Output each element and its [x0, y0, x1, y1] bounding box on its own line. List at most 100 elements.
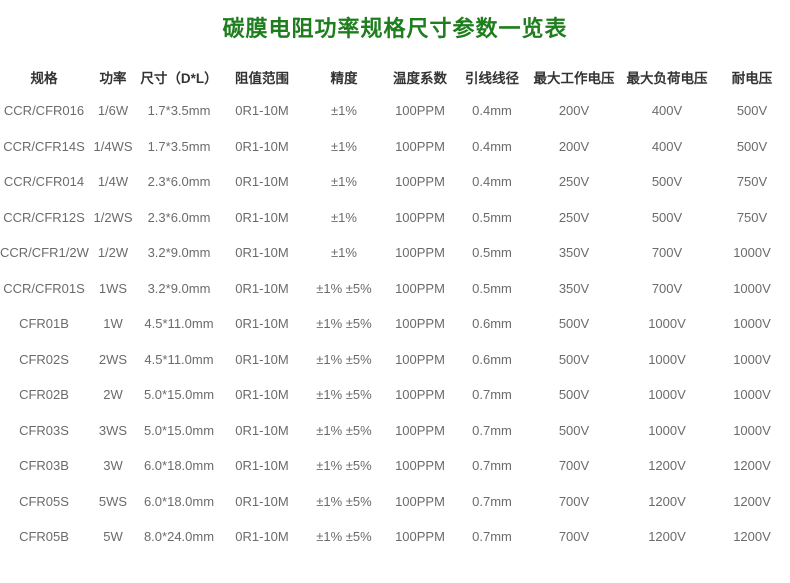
table-cell: 400V [651, 138, 683, 154]
table-cell: 0R1-10M [235, 138, 289, 154]
table-cell: 750V [736, 209, 768, 225]
column-header: 功率 [99, 71, 127, 86]
table-cell: 0.6mm [472, 351, 512, 367]
table-row: CCR/CFR01S 1WS 3.2*9.0mm 0R1-10M ±1% ±5% 100P… [0, 271, 790, 307]
table-cell: 100PPM [395, 387, 445, 403]
table-cell: 200V [558, 103, 590, 119]
table-cell: ±1% [331, 245, 357, 261]
table-cell: 2.3*6.0mm [147, 174, 211, 190]
table-cell: 1000V [733, 245, 771, 261]
table-cell: 3.2*9.0mm [147, 280, 211, 296]
table-cell: 100PPM [395, 209, 445, 225]
column-header: 阻值范围 [235, 71, 289, 86]
table-cell: 5.0*15.0mm [143, 422, 215, 438]
table-cell: 1W [103, 316, 123, 332]
table-cell: 0.4mm [472, 174, 512, 190]
table-cell: 200V [558, 138, 590, 154]
table-cell: 3.2*9.0mm [147, 245, 211, 261]
column-header: 耐电压 [731, 71, 773, 86]
table-cell: 3W [103, 458, 123, 474]
table-cell: ±1% ±5% [316, 316, 372, 332]
table-cell: 1000V [733, 422, 771, 438]
table-row: CCR/CFR12S 1/2WS 2.3*6.0mm 0R1-10M ±1% 100PPM… [0, 200, 790, 236]
table-cell: 1000V [733, 351, 771, 367]
table-cell: 4.5*11.0mm [144, 316, 214, 332]
table-cell: 750V [736, 174, 768, 190]
spec-table-body: CCR/CFR016 1/6W 1.7*3.5mm 0R1-10M ±1% 100PPM 0… [0, 93, 790, 555]
table-cell: 100PPM [395, 138, 445, 154]
table-cell: 0R1-10M [235, 351, 289, 367]
table-cell: 400V [651, 103, 683, 119]
table-row: CFR02S 2WS 4.5*11.0mm 0R1-10M ±1% ±5% 100PPM 0… [0, 342, 790, 378]
table-cell: 350V [558, 245, 590, 261]
table-cell: 1000V [648, 316, 686, 332]
table-cell: 100PPM [395, 245, 445, 261]
table-cell: CFR03B [19, 458, 69, 474]
table-cell: 1.7*3.5mm [147, 103, 211, 119]
table-cell: 0R1-10M [235, 245, 289, 261]
table-cell: 0R1-10M [235, 316, 289, 332]
table-cell: 100PPM [395, 458, 445, 474]
table-cell: 1/4WS [93, 138, 133, 154]
table-cell: 100PPM [395, 493, 445, 509]
column-header: 规格 [30, 71, 58, 86]
table-cell: 5WS [98, 493, 128, 509]
table-cell: 0.5mm [472, 280, 512, 296]
table-cell: 0.5mm [472, 245, 512, 261]
table-row: CCR/CFR1/2W 1/2W 3.2*9.0mm 0R1-10M ±1% 100PPM… [0, 235, 790, 271]
table-cell: 0R1-10M [235, 387, 289, 403]
table-cell: 1/4W [97, 174, 129, 190]
page-title: 碳膜电阻功率规格尺寸参数一览表 [222, 16, 568, 41]
table-cell: ±1% ±5% [316, 422, 372, 438]
table-cell: 0R1-10M [235, 103, 289, 119]
table-row: CFR05B 5W 8.0*24.0mm 0R1-10M ±1% ±5% 100PPM 0.… [0, 519, 790, 555]
table-cell: 0R1-10M [235, 529, 289, 545]
table-cell: 5W [103, 529, 123, 545]
column-header: 最大负荷电压 [626, 71, 708, 86]
table-cell: 2.3*6.0mm [147, 209, 211, 225]
table-cell: 1WS [98, 280, 128, 296]
table-cell: 4.5*11.0mm [144, 351, 214, 367]
table-cell: 2WS [98, 351, 128, 367]
table-cell: 0R1-10M [235, 458, 289, 474]
table-cell: 250V [558, 174, 590, 190]
table-cell: 1000V [733, 280, 771, 296]
table-cell: 500V [651, 209, 683, 225]
table-cell: 0.7mm [472, 458, 512, 474]
table-cell: 2W [103, 387, 123, 403]
table-cell: ±1% ±5% [316, 529, 372, 545]
table-cell: 1/6W [97, 103, 129, 119]
table-cell: 500V [558, 387, 590, 403]
table-cell: 1200V [648, 493, 686, 509]
table-row: CFR05S 5WS 6.0*18.0mm 0R1-10M ±1% ±5% 100PPM 0… [0, 484, 790, 520]
table-cell: CFR03S [19, 422, 69, 438]
table-cell: 0R1-10M [235, 422, 289, 438]
table-cell: 1000V [733, 316, 771, 332]
table-row: CFR01B 1W 4.5*11.0mm 0R1-10M ±1% ±5% 100PPM 0.… [0, 306, 790, 342]
table-cell: 0.7mm [472, 529, 512, 545]
table-cell: ±1% ±5% [316, 351, 372, 367]
table-cell: 1200V [733, 529, 771, 545]
table-cell: 0.7mm [472, 493, 512, 509]
table-cell: 700V [651, 245, 683, 261]
table-cell: 500V [736, 138, 768, 154]
table-cell: 500V [736, 103, 768, 119]
table-cell: CFR05S [19, 493, 69, 509]
table-cell: ±1% ±5% [316, 280, 372, 296]
table-cell: 500V [558, 316, 590, 332]
table-cell: 1000V [648, 422, 686, 438]
table-cell: 500V [558, 422, 590, 438]
spec-table-head: 规格 功率 尺寸（D*L） 阻值范围 精度 温度系数 引线线径 最大工作电压 最大负荷电压 耐电压 [0, 61, 790, 93]
table-row: CCR/CFR014 1/4W 2.3*6.0mm 0R1-10M ±1% 100PPM 0… [0, 164, 790, 200]
table-cell: 8.0*24.0mm [143, 529, 215, 545]
table-cell: 0R1-10M [235, 209, 289, 225]
table-cell: 5.0*15.0mm [143, 387, 215, 403]
table-cell: 3WS [98, 422, 128, 438]
table-cell: 1.7*3.5mm [147, 138, 211, 154]
table-row: CFR03B 3W 6.0*18.0mm 0R1-10M ±1% ±5% 100PPM 0.… [0, 448, 790, 484]
table-cell: 1000V [648, 351, 686, 367]
table-cell: CCR/CFR12S [3, 209, 85, 225]
table-cell: 100PPM [395, 103, 445, 119]
table-cell: 1200V [648, 458, 686, 474]
